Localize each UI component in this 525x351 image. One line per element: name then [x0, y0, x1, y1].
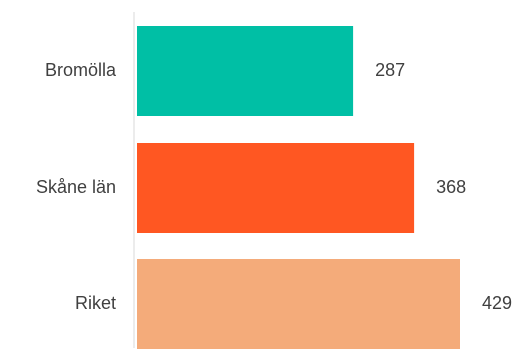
value-label: 287	[375, 60, 405, 80]
category-label: Bromölla	[45, 60, 117, 80]
value-label: 368	[436, 177, 466, 197]
category-label: Skåne län	[36, 177, 116, 197]
bars-group: Bromölla 287 Skåne län 368 Riket 429	[36, 26, 512, 349]
value-label: 429	[482, 293, 512, 313]
bar-2	[137, 143, 415, 233]
category-label: Riket	[75, 293, 116, 313]
bar-3	[137, 259, 460, 349]
bar-1	[137, 26, 354, 116]
